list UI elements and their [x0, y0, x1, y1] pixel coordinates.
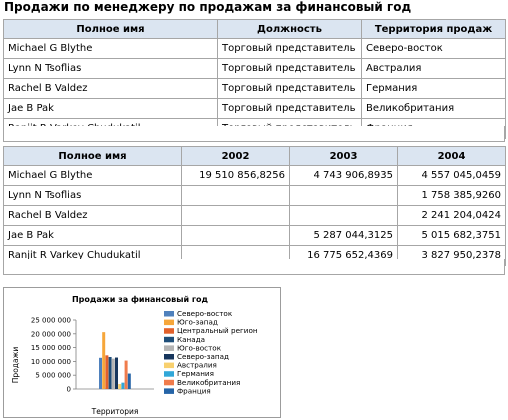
legend-swatch	[164, 362, 174, 369]
cell-sales-2004: 2 241 204,0424	[397, 205, 506, 226]
cell-full-name: Michael G Blythe	[3, 38, 218, 59]
legend-label: Юго-запад	[177, 318, 218, 327]
chart-axes: 0 5 000 000 10 000 000 15 000 000 20 000 000…	[31, 317, 154, 394]
legend-label: Великобритания	[177, 378, 240, 387]
legend-swatch	[164, 371, 174, 377]
column-header-2002[interactable]: 2002	[181, 146, 290, 166]
cell-sales-2004: 5 015 682,3751	[397, 225, 506, 246]
column-header-2004[interactable]: 2004	[397, 146, 506, 166]
y-tick-label: 25 000 000	[31, 317, 71, 325]
bar-6	[115, 357, 118, 389]
column-header-position[interactable]: Должность	[217, 19, 362, 39]
legend-swatch	[164, 379, 174, 386]
table-footer-spacer	[3, 259, 505, 275]
cell-sales-2002: 19 510 856,8256	[181, 165, 290, 186]
y-tick-label: 10 000 000	[31, 358, 71, 366]
bar-9	[124, 360, 128, 389]
bar-4	[108, 356, 112, 389]
cell-full-name: Lynn N Tsoflias	[3, 58, 218, 79]
y-tick-label: 0	[67, 386, 71, 394]
cell-position: Торговый представитель	[217, 78, 362, 99]
legend-label: Канада	[177, 335, 205, 344]
y-tick-label: 15 000 000	[31, 344, 71, 352]
y-tick-label: 20 000 000	[31, 330, 71, 338]
table-row: Jae B Pak Торговый представитель Великоб…	[3, 98, 506, 119]
cell-sales-2003	[289, 185, 398, 206]
cell-full-name: Jae B Pak	[3, 98, 218, 119]
bar-2	[102, 332, 106, 389]
legend-swatch	[164, 319, 174, 326]
legend-swatch	[164, 328, 174, 334]
bar-5	[111, 358, 115, 389]
legend-label: Австралия	[177, 361, 217, 370]
column-header-territory[interactable]: Территория продаж	[361, 19, 506, 39]
bar-1	[99, 357, 102, 389]
legend-label: Центральный регион	[177, 326, 258, 335]
cell-position: Торговый представитель	[217, 98, 362, 119]
legend-swatch	[164, 388, 174, 394]
table-row: Rachel B Valdez 2 241 204,0424	[3, 205, 506, 226]
table-row: Michael G Blythe 19 510 856,8256 4 743 9…	[3, 165, 506, 186]
chart-y-axis-label: Продажи	[11, 347, 20, 384]
table-row: Lynn N Tsoflias 1 758 385,9260	[3, 185, 506, 206]
table-row: Rachel B Valdez Торговый представитель Г…	[3, 78, 506, 99]
legend-label: Франция	[177, 386, 211, 395]
table-row: Michael G Blythe Торговый представитель …	[3, 38, 506, 59]
cell-sales-2002	[181, 225, 290, 246]
legend-label: Северо-восток	[177, 309, 233, 318]
cell-territory: Северо-восток	[361, 38, 506, 59]
sales-chart: Продажи за финансовый год Продажи Террит…	[3, 287, 284, 420]
column-header-2003[interactable]: 2003	[289, 146, 398, 166]
y-tick-label: 5 000 000	[35, 372, 71, 380]
column-header-full-name[interactable]: Полное имя	[3, 146, 182, 166]
cell-full-name: Lynn N Tsoflias	[3, 185, 182, 206]
table-header-row: Полное имя 2002 2003 2004	[3, 146, 506, 166]
cell-full-name: Jae B Pak	[3, 225, 182, 246]
legend-label: Германия	[177, 369, 214, 378]
cell-full-name: Rachel B Valdez	[3, 205, 182, 226]
cell-territory: Австралия	[361, 58, 506, 79]
cell-full-name: Rachel B Valdez	[3, 78, 218, 99]
cell-sales-2002	[181, 185, 290, 206]
cell-sales-2003	[289, 205, 398, 226]
chart-bars	[99, 332, 131, 389]
bar-10	[127, 373, 131, 389]
legend-swatch	[164, 354, 174, 360]
sales-chart-svg: Продажи за финансовый год Продажи Террит…	[11, 295, 258, 416]
table-footer-spacer	[3, 126, 505, 142]
bar-8	[121, 382, 125, 389]
legend-swatch	[164, 311, 174, 317]
legend-swatch	[164, 345, 174, 351]
report-title: Продажи по менеджеру по продажам за фина…	[4, 0, 412, 14]
column-header-full-name[interactable]: Полное имя	[3, 19, 218, 39]
cell-territory: Германия	[361, 78, 506, 99]
sales-by-year-table: Полное имя 2002 2003 2004 Michael G Blyt…	[3, 146, 506, 266]
table-header-row: Полное имя Должность Территория продаж	[3, 19, 506, 39]
bar-7	[118, 384, 122, 389]
cell-full-name: Michael G Blythe	[3, 165, 182, 186]
chart-title: Продажи за финансовый год	[72, 295, 209, 304]
bar-3	[105, 355, 109, 389]
table-row: Lynn N Tsoflias Торговый представитель А…	[3, 58, 506, 79]
cell-position: Торговый представитель	[217, 38, 362, 59]
cell-position: Торговый представитель	[217, 58, 362, 79]
cell-sales-2002	[181, 205, 290, 226]
legend-label: Юго-восток	[177, 343, 222, 352]
legend-label: Северо-запад	[177, 352, 229, 361]
cell-sales-2004: 4 557 045,0459	[397, 165, 506, 186]
legend-swatch	[164, 336, 174, 343]
cell-sales-2004: 1 758 385,9260	[397, 185, 506, 206]
employee-table: Полное имя Должность Территория продаж M…	[3, 19, 506, 139]
cell-sales-2003: 5 287 044,3125	[289, 225, 398, 246]
table-row: Jae B Pak 5 287 044,3125 5 015 682,3751	[3, 225, 506, 246]
cell-territory: Великобритания	[361, 98, 506, 119]
chart-x-axis-label: Территория	[91, 407, 139, 416]
cell-sales-2003: 4 743 906,8935	[289, 165, 398, 186]
